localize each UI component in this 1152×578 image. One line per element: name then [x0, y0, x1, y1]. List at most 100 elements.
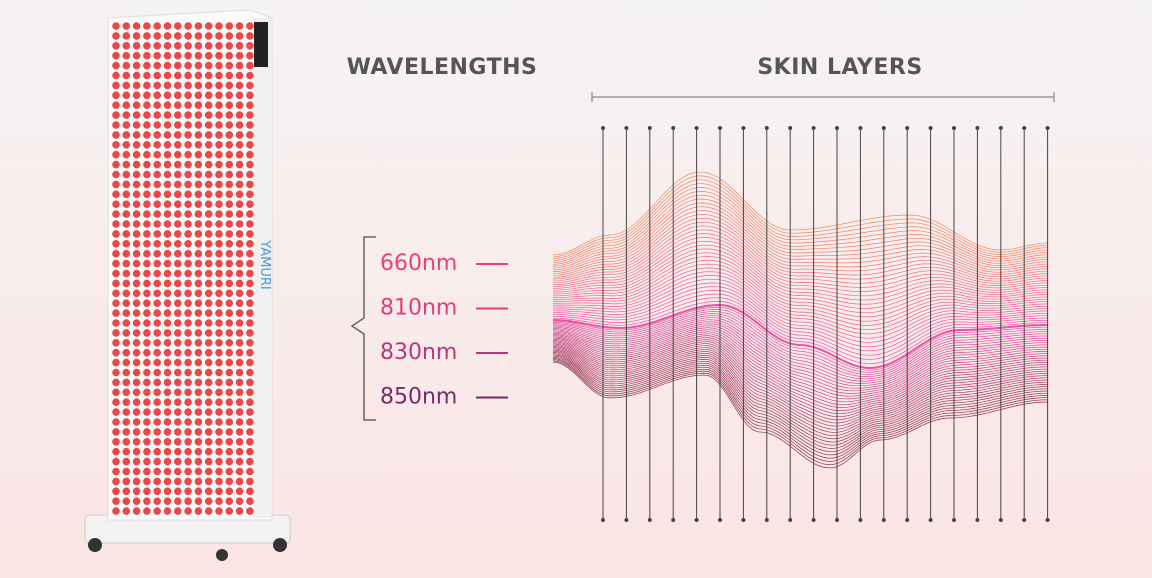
led [143, 457, 151, 466]
led [153, 91, 161, 100]
layer-dot [718, 518, 722, 522]
led [143, 438, 151, 446]
led [204, 269, 213, 278]
led [132, 368, 141, 377]
brand: YAMURI [257, 239, 272, 289]
wave-line [552, 325, 1049, 392]
led [215, 339, 223, 347]
wave-line [552, 352, 1049, 443]
layer-dot [905, 126, 910, 130]
led [143, 121, 151, 129]
led [132, 467, 141, 476]
led [184, 339, 192, 347]
led [235, 121, 244, 129]
led [174, 210, 182, 218]
led [112, 91, 120, 100]
led [215, 447, 223, 456]
led [204, 408, 213, 416]
led [184, 91, 192, 100]
led [204, 279, 213, 288]
led [225, 348, 234, 357]
led [246, 160, 254, 169]
led [122, 121, 131, 129]
layer-dot [671, 126, 676, 130]
led [204, 51, 213, 60]
led [194, 378, 203, 387]
wave-line [552, 309, 1048, 373]
led [184, 319, 192, 327]
led [246, 477, 254, 486]
led [132, 210, 141, 218]
wave-line [552, 206, 1049, 273]
led [122, 358, 131, 367]
led [215, 249, 223, 258]
wave-line [552, 191, 1049, 265]
led [112, 141, 120, 149]
led [153, 170, 161, 179]
led [246, 71, 254, 80]
led [246, 150, 254, 159]
led [153, 368, 161, 377]
led [163, 428, 172, 436]
led [204, 22, 213, 30]
led [194, 279, 203, 288]
layer-dot [881, 518, 886, 522]
led [122, 408, 131, 416]
led [194, 447, 203, 456]
led [112, 81, 120, 90]
layer-dot [764, 518, 769, 522]
wave-line [552, 263, 1049, 322]
led [163, 22, 172, 30]
led [184, 457, 192, 466]
led [194, 131, 203, 139]
led [235, 309, 244, 317]
led [235, 170, 244, 179]
led [204, 42, 213, 50]
led [194, 180, 203, 189]
led [122, 240, 131, 248]
led [174, 319, 182, 327]
led [163, 42, 172, 50]
led [174, 22, 182, 30]
led [235, 398, 244, 407]
led [132, 497, 141, 506]
led [194, 111, 203, 119]
led [163, 150, 172, 159]
led [174, 388, 182, 397]
led [132, 388, 141, 397]
led [163, 81, 172, 90]
led [246, 368, 254, 377]
led [112, 269, 120, 278]
led [174, 230, 182, 238]
led [225, 299, 234, 308]
led [174, 240, 182, 248]
led [184, 180, 192, 189]
led [225, 457, 234, 466]
led [153, 408, 161, 416]
led [153, 240, 161, 248]
led [194, 299, 203, 308]
led [174, 150, 182, 159]
led [153, 230, 161, 238]
led [122, 289, 131, 298]
led [174, 507, 182, 515]
led [132, 240, 141, 248]
led [112, 220, 120, 228]
led [153, 319, 161, 327]
led [122, 388, 131, 397]
led [153, 190, 161, 199]
led [143, 170, 151, 179]
led [143, 368, 151, 377]
wave-line [552, 221, 1049, 280]
led [112, 240, 120, 248]
wave-line [553, 290, 1049, 352]
led [204, 141, 213, 149]
led [235, 230, 244, 238]
led [163, 121, 172, 129]
led [122, 230, 131, 238]
led [225, 210, 234, 218]
wave-line [552, 315, 1048, 380]
layer-dot [998, 518, 1003, 522]
led [215, 418, 223, 426]
wave-line [552, 240, 1049, 297]
